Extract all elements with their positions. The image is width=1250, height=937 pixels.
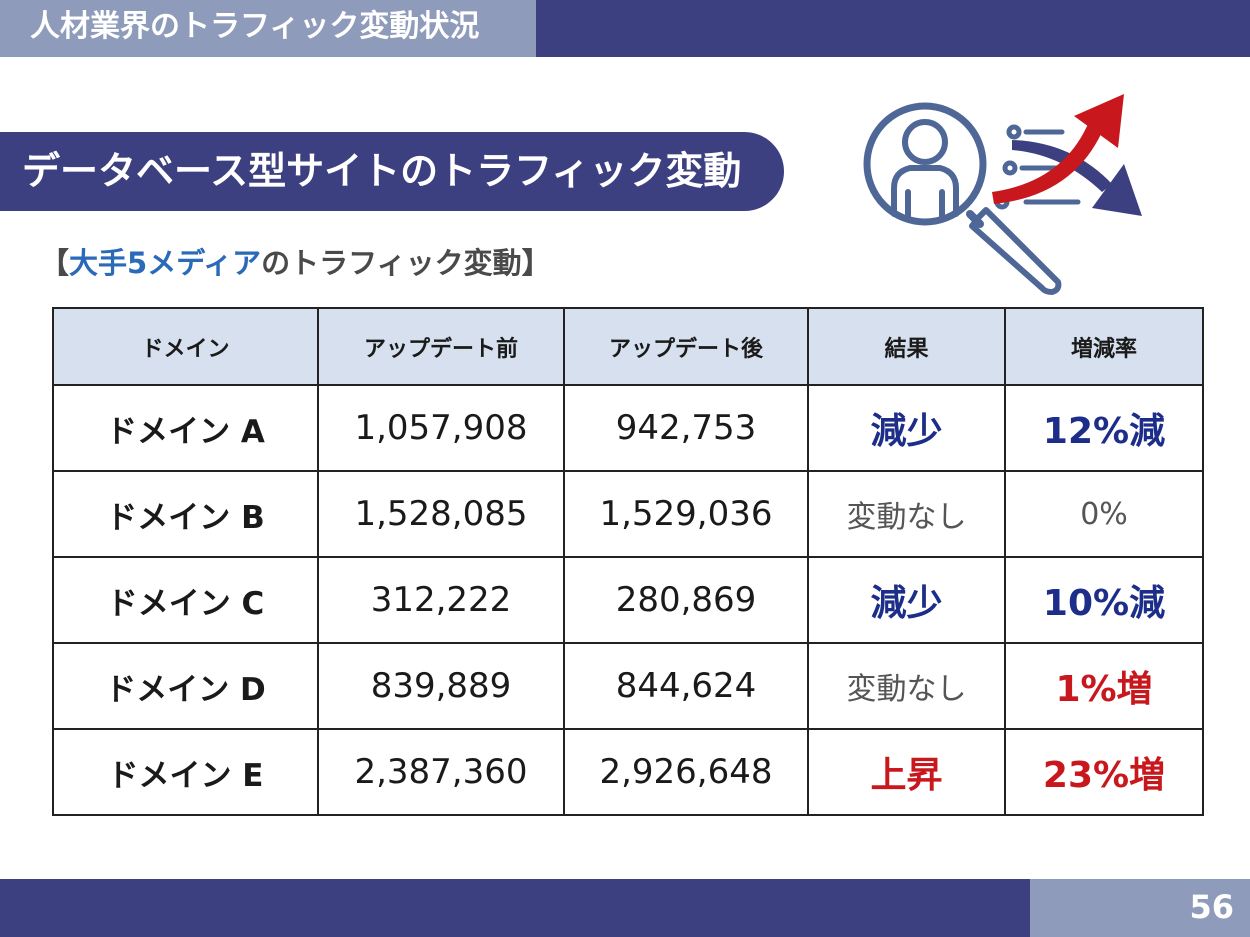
header-bar-left: 人材業界のトラフィック変動状況 <box>0 0 536 57</box>
header-before: アップデート前 <box>317 307 565 386</box>
table-row: ドメイン A 1,057,908 942,753 減少 12%減 <box>52 384 1204 472</box>
header-domain: ドメイン <box>52 307 319 386</box>
before-cell: 1,528,085 <box>317 470 565 558</box>
after-cell: 844,624 <box>563 642 809 730</box>
header-bar-right <box>536 0 1250 57</box>
table-row: ドメイン D 839,889 844,624 変動なし 1%増 <box>52 642 1204 730</box>
table-header-row: ドメイン アップデート前 アップデート後 結果 増減率 <box>52 307 1204 386</box>
after-cell: 2,926,648 <box>563 728 809 816</box>
table-row: ドメイン B 1,528,085 1,529,036 変動なし 0% <box>52 470 1204 558</box>
rate-cell: 10%減 <box>1004 556 1204 644</box>
section-title: データベース型サイトのトラフィック変動 <box>22 149 742 193</box>
rate-cell: 23%増 <box>1004 728 1204 816</box>
rate-cell: 0% <box>1004 470 1204 558</box>
result-cell: 減少 <box>807 384 1006 472</box>
search-person-trend-icon <box>863 94 1142 295</box>
subheading-open-bracket: 【 <box>40 246 70 280</box>
result-cell: 変動なし <box>807 642 1006 730</box>
subheading-highlight: 大手5メディア <box>69 246 262 280</box>
table-row: ドメイン C 312,222 280,869 減少 10%減 <box>52 556 1204 644</box>
page-number: 56 <box>1189 888 1234 926</box>
before-cell: 312,222 <box>317 556 565 644</box>
domain-cell: ドメイン C <box>52 556 319 644</box>
magnifier-lens <box>863 102 987 226</box>
domain-cell: ドメイン B <box>52 470 319 558</box>
result-cell: 変動なし <box>807 470 1006 558</box>
rate-cell: 1%増 <box>1004 642 1204 730</box>
subheading: 【大手5メディアのトラフィック変動】 <box>40 240 551 286</box>
after-cell: 1,529,036 <box>563 470 809 558</box>
domain-cell: ドメイン D <box>52 642 319 730</box>
domain-cell: ドメイン E <box>52 728 319 816</box>
person-icon <box>891 119 959 219</box>
result-cell: 上昇 <box>807 728 1006 816</box>
down-arrow-icon <box>1012 140 1142 216</box>
magnifier-handle <box>966 207 1062 295</box>
section-banner: データベース型サイトのトラフィック変動 <box>0 132 784 211</box>
footer-bar-left <box>0 879 1030 937</box>
header-result: 結果 <box>807 307 1006 386</box>
domain-cell: ドメイン A <box>52 384 319 472</box>
before-cell: 839,889 <box>317 642 565 730</box>
after-cell: 942,753 <box>563 384 809 472</box>
subheading-rest: のトラフィック変動 <box>261 246 522 280</box>
header-after: アップデート後 <box>563 307 809 386</box>
up-arrow-icon <box>992 94 1124 204</box>
rate-cell: 12%減 <box>1004 384 1204 472</box>
traffic-table: ドメイン アップデート前 アップデート後 結果 増減率 ドメイン A 1,057… <box>52 307 1204 816</box>
result-cell: 減少 <box>807 556 1006 644</box>
footer-bar-right: 56 <box>1030 879 1250 937</box>
header-rate: 増減率 <box>1004 307 1204 386</box>
table-row: ドメイン E 2,387,360 2,926,648 上昇 23%増 <box>52 728 1204 816</box>
page-header-title: 人材業界のトラフィック変動状況 <box>30 9 480 44</box>
before-cell: 2,387,360 <box>317 728 565 816</box>
before-cell: 1,057,908 <box>317 384 565 472</box>
after-cell: 280,869 <box>563 556 809 644</box>
subheading-close-bracket: 】 <box>521 246 551 280</box>
